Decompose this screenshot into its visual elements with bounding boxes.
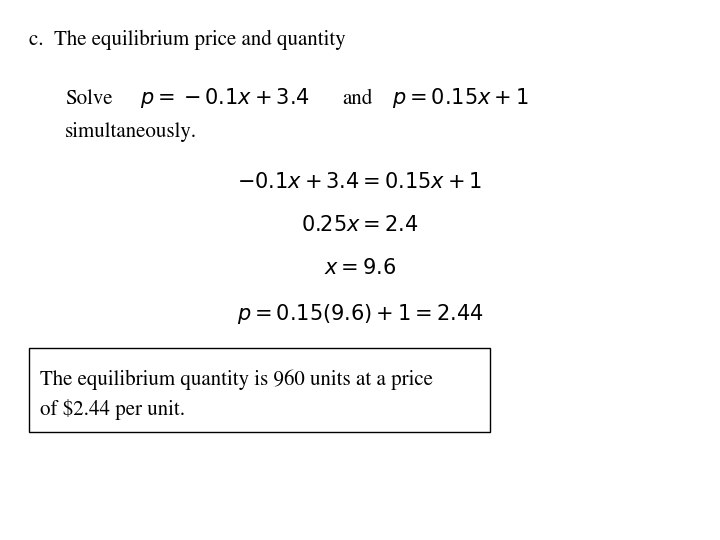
Text: c.  The equilibrium price and quantity: c. The equilibrium price and quantity xyxy=(29,30,346,50)
Text: $0.25x=2.4$: $0.25x=2.4$ xyxy=(301,216,419,236)
Text: $p=-0.1x+3.4$: $p=-0.1x+3.4$ xyxy=(140,86,310,110)
Text: $p=0.15(9.6)+1=2.44$: $p=0.15(9.6)+1=2.44$ xyxy=(237,302,483,326)
Text: $x=9.6$: $x=9.6$ xyxy=(324,259,396,279)
Text: $-0.1x+3.4=0.15x+1$: $-0.1x+3.4=0.15x+1$ xyxy=(238,173,482,193)
Text: Solve: Solve xyxy=(65,89,112,109)
Text: simultaneously.: simultaneously. xyxy=(65,122,197,141)
Text: $p=0.15x+1$: $p=0.15x+1$ xyxy=(392,86,529,110)
Text: The equilibrium quantity is 960 units at a price
of $2.44 per unit.: The equilibrium quantity is 960 units at… xyxy=(40,370,433,420)
FancyBboxPatch shape xyxy=(29,348,490,432)
Text: and: and xyxy=(342,89,372,109)
